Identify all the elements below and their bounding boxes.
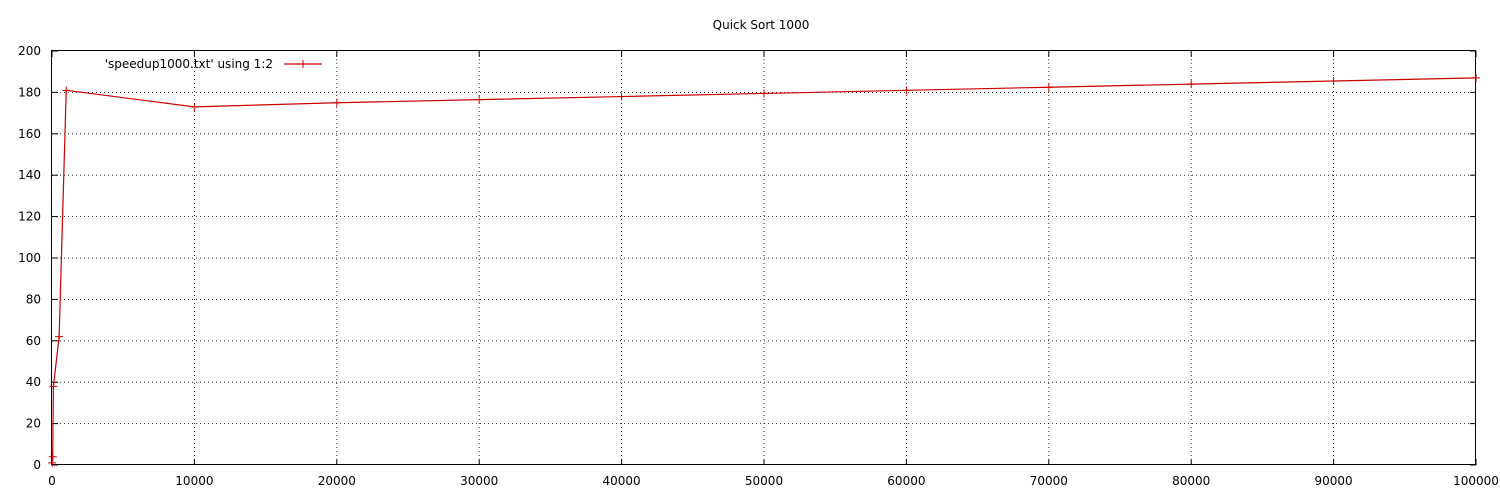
series-0 (48, 73, 1480, 467)
plot-frame (51, 50, 1476, 465)
y-tick-label-2: 40 (26, 375, 41, 389)
data-point-0-14 (1472, 73, 1480, 82)
series-group (48, 73, 1480, 467)
data-point-0-12 (1187, 80, 1196, 89)
x-tick-label-8: 80000 (1172, 474, 1210, 488)
y-tick-label-8: 160 (18, 127, 41, 141)
x-tick-label-6: 60000 (887, 474, 925, 488)
y-tick-label-4: 80 (26, 292, 41, 306)
y-tick-label-1: 20 (26, 417, 41, 431)
x-tick-label-10: 100000 (1453, 474, 1499, 488)
data-point-0-6 (332, 98, 341, 107)
data-point-0-11 (1044, 83, 1053, 92)
data-point-0-1 (48, 452, 57, 461)
legend-plus-marker (299, 60, 307, 68)
y-tick-label-6: 120 (18, 210, 41, 224)
data-point-0-7 (475, 95, 484, 104)
grid (52, 51, 1476, 465)
data-point-0-3 (55, 332, 64, 341)
y-tick-label-9: 180 (18, 85, 41, 99)
y-tick-label-5: 100 (18, 251, 41, 265)
chart-title: Quick Sort 1000 (713, 18, 810, 32)
x-tick-label-5: 50000 (745, 474, 783, 488)
data-point-0-2 (49, 382, 58, 391)
data-point-0-9 (760, 89, 768, 98)
y-tick-label-7: 140 (18, 168, 41, 182)
data-point-0-0 (48, 458, 57, 467)
y-tick-label-10: 200 (18, 44, 41, 58)
x-tick-label-2: 20000 (318, 474, 356, 488)
x-tick-label-3: 30000 (460, 474, 498, 488)
legend: 'speedup1000.txt' using 1:2 (105, 57, 322, 71)
legend-marker (299, 60, 307, 68)
x-tick-label-0: 0 (48, 474, 56, 488)
x-tick-label-7: 70000 (1030, 474, 1068, 488)
legend-label: 'speedup1000.txt' using 1:2 (105, 57, 273, 71)
data-point-0-10 (902, 86, 911, 95)
tick-labels: 0 10000 20000 30000 40000 50000 60000 70000 8000… (18, 44, 1499, 488)
x-tick-label-4: 40000 (603, 474, 641, 488)
y-tick-label-0: 0 (33, 458, 41, 472)
data-point-0-5 (190, 102, 199, 111)
data-point-0-13 (1329, 77, 1338, 86)
x-tick-label-1: 10000 (175, 474, 213, 488)
data-point-0-8 (617, 92, 626, 101)
x-tick-label-9: 90000 (1315, 474, 1353, 488)
data-point-0-4 (62, 86, 71, 95)
y-tick-label-3: 60 (26, 334, 41, 348)
